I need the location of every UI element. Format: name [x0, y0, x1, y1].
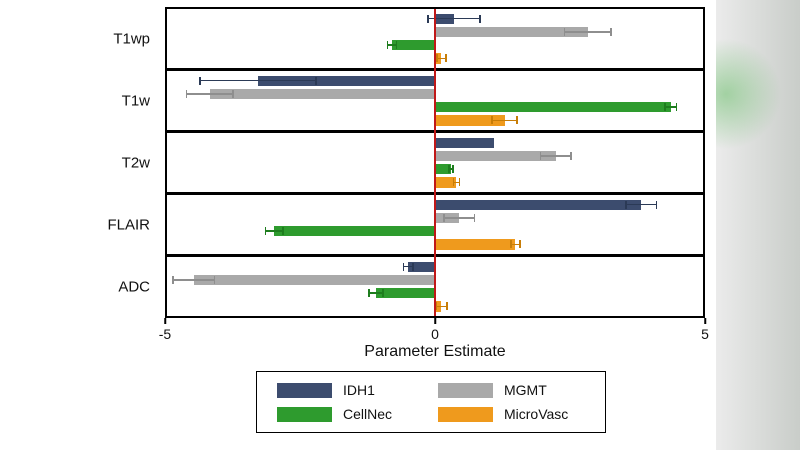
bar-MGMT-T1wp — [435, 26, 588, 37]
category-label-FLAIR: FLAIR — [107, 216, 150, 233]
bar-row — [167, 87, 703, 100]
x-axis: -5 0 5 — [159, 318, 709, 344]
bar-row — [167, 287, 703, 300]
error-bar-MicroVasc-T1w — [491, 116, 519, 125]
bar-row — [167, 136, 703, 149]
x-tick — [164, 318, 166, 324]
bar-row — [167, 211, 703, 224]
category-label-ADC: ADC — [118, 278, 150, 295]
error-bar-CellNec-FLAIR — [264, 227, 284, 236]
figure: T1wp T1w T2w FLAIR ADC -5 0 5 Parameter Estima… — [107, 7, 709, 433]
bar-row — [167, 238, 703, 251]
bar-MicroVasc-FLAIR — [435, 239, 516, 250]
bar-row — [167, 176, 703, 189]
legend: IDH1 MGMT CellNec MicroVasc — [256, 371, 606, 433]
bar-row — [167, 300, 703, 313]
error-bar-MGMT-T1wp — [563, 27, 612, 36]
plot-area: T1wp T1w T2w FLAIR ADC — [107, 7, 705, 318]
bar-row — [167, 273, 703, 286]
panel-ADC: ADC — [118, 257, 703, 316]
x-tick-label: -5 — [158, 326, 172, 342]
bar-row — [167, 225, 703, 238]
bar-CellNec-T1w — [435, 102, 671, 113]
x-tick — [434, 318, 436, 324]
error-bar-MicroVasc-T2w — [452, 178, 461, 187]
error-bar-MGMT-FLAIR — [443, 213, 476, 222]
legend-item-CellNec: CellNec — [277, 406, 430, 422]
legend-swatch-MGMT — [438, 382, 493, 398]
bar-row — [167, 52, 703, 65]
error-bar-MicroVasc-FLAIR — [510, 240, 521, 249]
legend-item-IDH1: IDH1 — [277, 382, 430, 398]
bar-MicroVasc-T1w — [435, 115, 505, 126]
bar-row — [167, 39, 703, 52]
x-tick-label: 5 — [701, 326, 709, 342]
bar-CellNec-T1wp — [392, 40, 435, 51]
bar-row — [167, 74, 703, 87]
bar-MGMT-T2w — [435, 150, 556, 161]
bar-IDH1-T2w — [435, 137, 494, 148]
legend-label-MGMT: MGMT — [504, 382, 547, 398]
error-bar-MGMT-T1w — [185, 89, 234, 98]
x-axis-title: Parameter Estimate — [364, 343, 506, 360]
bar-row — [167, 163, 703, 176]
error-bar-MicroVasc-ADC — [435, 302, 448, 311]
error-bar-IDH1-ADC — [402, 262, 414, 271]
category-label-T1wp: T1wp — [113, 30, 150, 47]
bar-row — [167, 25, 703, 38]
error-bar-CellNec-T1wp — [386, 41, 398, 50]
category-label-T1w: T1w — [121, 92, 150, 109]
error-bar-CellNec-T2w — [448, 165, 454, 174]
legend-item-MicroVasc: MicroVasc — [438, 406, 591, 422]
bar-row — [167, 12, 703, 25]
bar-row — [167, 149, 703, 162]
bar-IDH1-FLAIR — [435, 199, 642, 210]
bar-row — [167, 101, 703, 114]
bar-MGMT-ADC — [193, 274, 435, 285]
x-tick-label: 0 — [431, 326, 439, 342]
bar-IDH1-T1w — [258, 75, 435, 86]
bar-IDH1-ADC — [408, 261, 435, 272]
legend-label-IDH1: IDH1 — [343, 382, 375, 398]
error-bar-IDH1-T1wp — [426, 14, 481, 23]
bar-row — [167, 114, 703, 127]
legend-item-MGMT: MGMT — [438, 382, 591, 398]
bar-MicroVasc-T2w — [435, 177, 457, 188]
x-tick — [704, 318, 706, 324]
bar-CellNec-FLAIR — [274, 226, 435, 237]
bar-CellNec-T2w — [435, 164, 452, 175]
bar-MGMT-T1w — [209, 88, 435, 99]
bar-row — [167, 198, 703, 211]
zero-reference-line — [434, 9, 436, 316]
bar-row — [167, 260, 703, 273]
error-bar-IDH1-FLAIR — [625, 200, 658, 209]
legend-label-MicroVasc: MicroVasc — [504, 406, 569, 422]
error-bar-IDH1-T1w — [199, 76, 318, 85]
error-bar-MicroVasc-T1wp — [436, 54, 447, 63]
category-label-T2w: T2w — [121, 154, 150, 171]
bar-CellNec-ADC — [376, 288, 435, 299]
legend-swatch-CellNec — [277, 406, 332, 422]
legend-label-CellNec: CellNec — [343, 406, 393, 422]
error-bar-CellNec-T1w — [664, 103, 678, 112]
error-bar-CellNec-ADC — [368, 289, 385, 298]
legend-swatch-MicroVasc — [438, 406, 493, 422]
error-bar-MGMT-T2w — [539, 151, 572, 160]
legend-swatch-IDH1 — [277, 382, 332, 398]
error-bar-MGMT-ADC — [172, 275, 216, 284]
